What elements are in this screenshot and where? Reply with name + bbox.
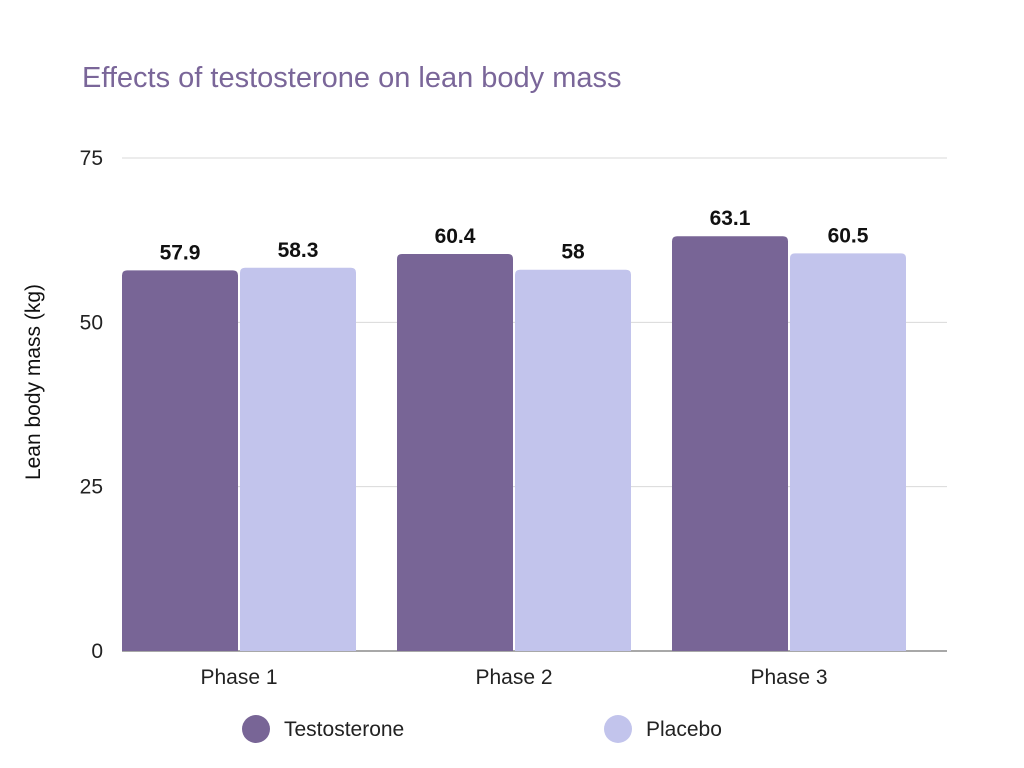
legend-swatch-testosterone: [242, 715, 270, 743]
bar-placebo-phase-3: [790, 253, 906, 651]
y-tick-label-0: 0: [91, 640, 103, 663]
bar-testosterone-phase-3: [672, 236, 788, 652]
x-tick-label-phase-2: Phase 2: [475, 666, 552, 689]
y-axis-title: Lean body mass (kg): [22, 284, 45, 480]
data-label-placebo-phase-1: 58.3: [278, 239, 319, 262]
data-labels: 57.9 58.3 60.4 58 63.1 60.5: [160, 207, 869, 264]
chart-title: Effects of testosterone on lean body mas…: [82, 62, 622, 94]
data-label-testosterone-phase-1: 57.9: [160, 241, 201, 264]
y-tick-label-25: 25: [80, 476, 103, 499]
bars: [122, 236, 906, 652]
bar-placebo-phase-1: [240, 267, 356, 651]
legend-item-testosterone: Testosterone: [242, 715, 404, 743]
bar-testosterone-phase-2: [397, 253, 513, 651]
data-label-placebo-phase-3: 60.5: [828, 224, 869, 247]
x-tick-label-phase-3: Phase 3: [750, 666, 827, 689]
y-tick-label-75: 75: [80, 147, 103, 170]
legend-swatch-placebo: [604, 715, 632, 743]
x-axis-ticks: Phase 1 Phase 2 Phase 3: [200, 666, 827, 689]
data-label-testosterone-phase-3: 63.1: [710, 207, 751, 230]
bar-placebo-phase-2: [515, 269, 631, 651]
data-label-testosterone-phase-2: 60.4: [435, 225, 476, 248]
legend-item-placebo: Placebo: [604, 715, 722, 743]
x-tick-label-phase-1: Phase 1: [200, 666, 277, 689]
y-axis-ticks: 0 25 50 75: [80, 147, 103, 663]
bar-testosterone-phase-1: [122, 270, 238, 651]
legend-label-testosterone: Testosterone: [284, 718, 404, 741]
data-label-placebo-phase-2: 58: [561, 241, 585, 264]
legend-label-placebo: Placebo: [646, 718, 722, 741]
y-tick-label-50: 50: [80, 311, 103, 334]
legend: Testosterone Placebo: [242, 715, 722, 743]
